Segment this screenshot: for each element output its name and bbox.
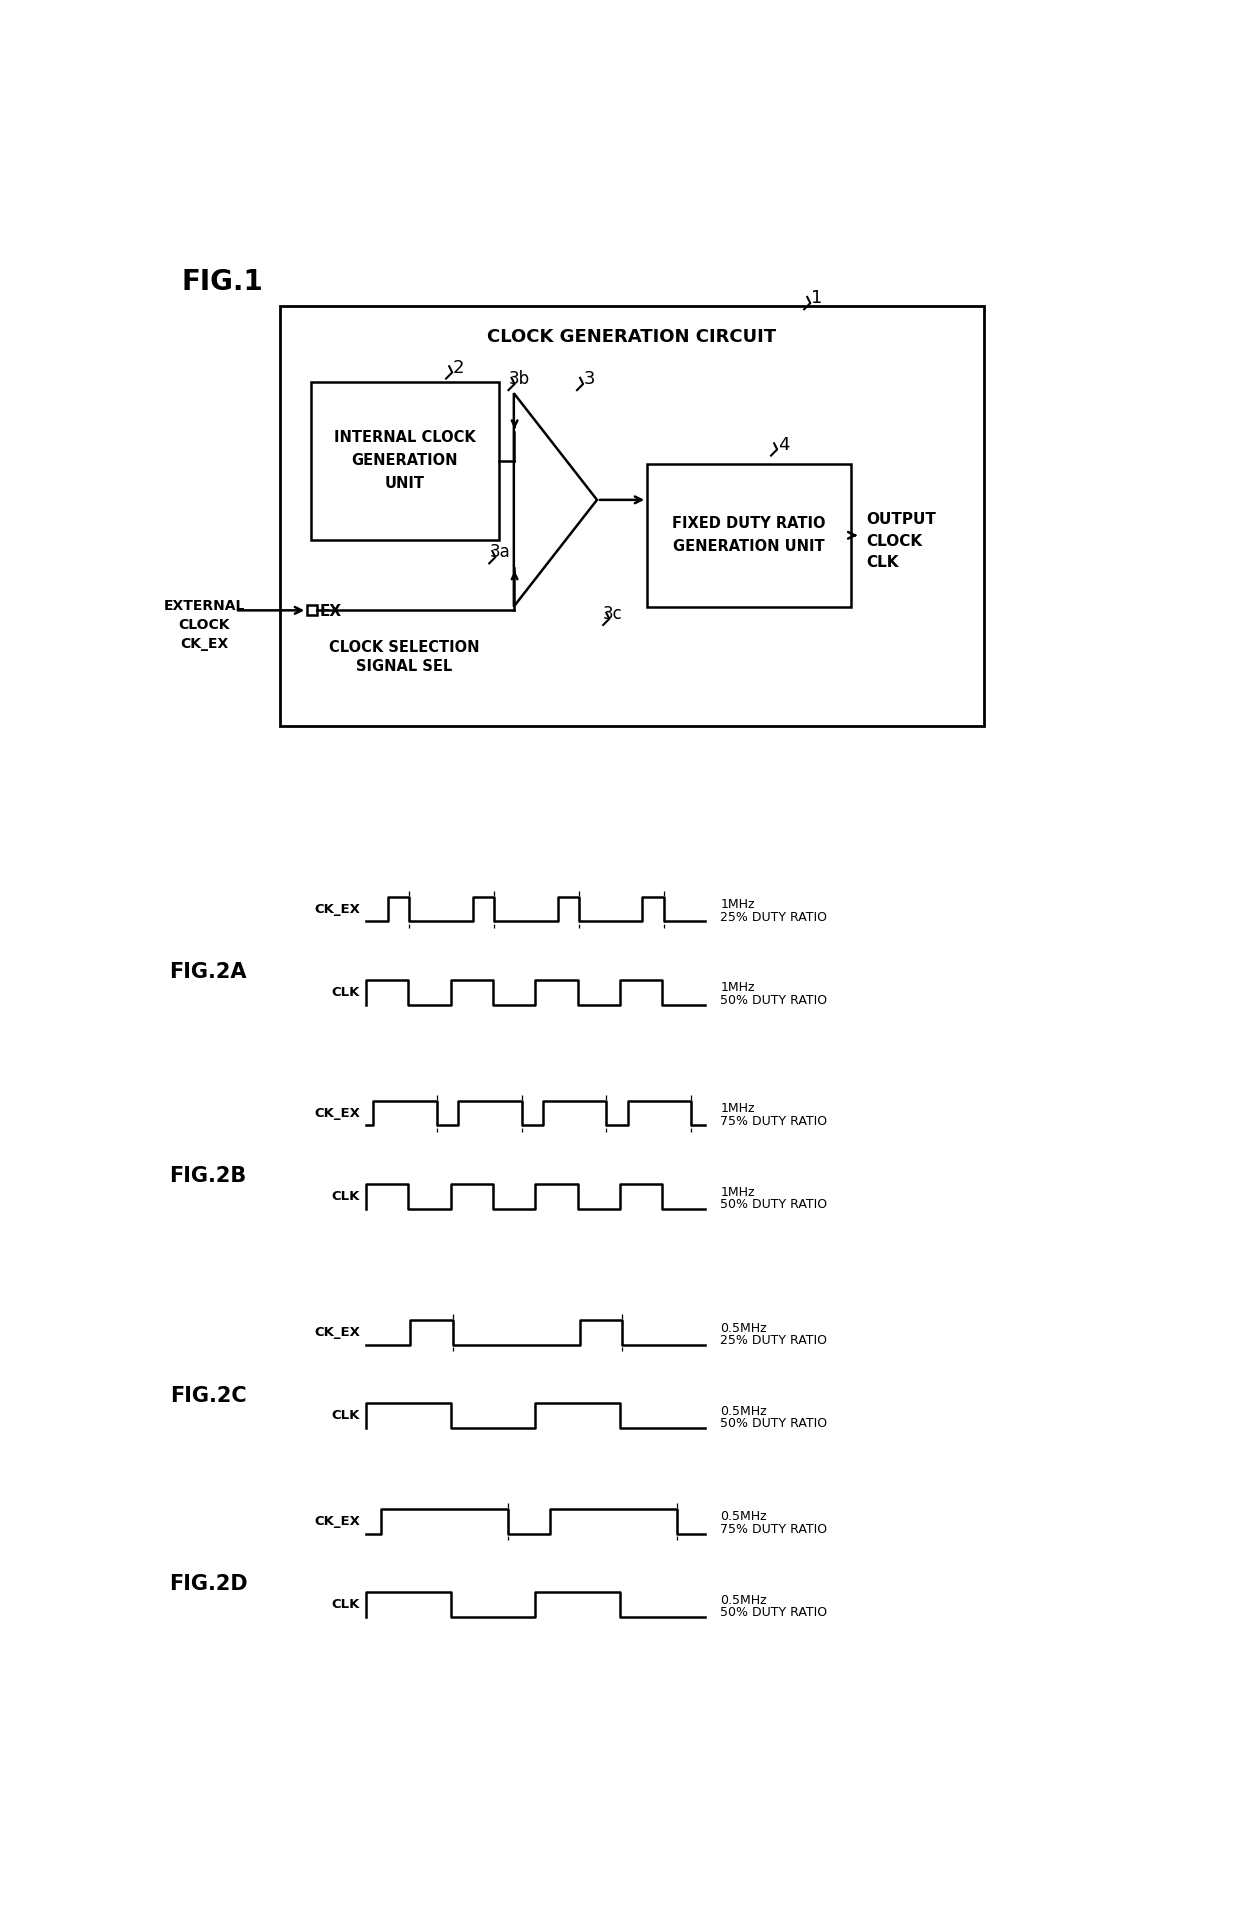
Text: FIG.1: FIG.1 bbox=[181, 267, 263, 296]
Text: 1MHz: 1MHz bbox=[720, 982, 755, 995]
Text: CLK: CLK bbox=[331, 986, 360, 999]
Text: CK_EX: CK_EX bbox=[314, 1106, 360, 1119]
Text: CLOCK: CLOCK bbox=[179, 619, 231, 632]
Text: CLK: CLK bbox=[331, 1190, 360, 1203]
Bar bbox=[280, 306, 983, 726]
Text: CLK: CLK bbox=[331, 1599, 360, 1610]
Text: 50% DUTY RATIO: 50% DUTY RATIO bbox=[720, 1198, 827, 1211]
Text: 2: 2 bbox=[453, 359, 465, 376]
Text: 1MHz: 1MHz bbox=[720, 1102, 755, 1115]
Text: 3c: 3c bbox=[603, 605, 622, 623]
Text: FIXED DUTY RATIO: FIXED DUTY RATIO bbox=[672, 516, 826, 531]
Text: FIG.2D: FIG.2D bbox=[169, 1574, 248, 1595]
Text: CK_EX: CK_EX bbox=[314, 1515, 360, 1528]
Text: CLOCK SELECTION: CLOCK SELECTION bbox=[330, 640, 480, 655]
Text: 1: 1 bbox=[811, 288, 822, 308]
Text: 3: 3 bbox=[584, 371, 595, 388]
Text: GENERATION UNIT: GENERATION UNIT bbox=[673, 539, 825, 554]
Text: CK_EX: CK_EX bbox=[314, 1326, 360, 1339]
Text: 0.5MHz: 0.5MHz bbox=[720, 1511, 766, 1524]
Text: FIG.2B: FIG.2B bbox=[170, 1167, 247, 1186]
Text: 25% DUTY RATIO: 25% DUTY RATIO bbox=[720, 911, 827, 924]
Text: 75% DUTY RATIO: 75% DUTY RATIO bbox=[720, 1522, 827, 1536]
Polygon shape bbox=[513, 393, 596, 607]
Text: CLOCK GENERATION CIRCUIT: CLOCK GENERATION CIRCUIT bbox=[487, 329, 776, 346]
Text: CLK: CLK bbox=[867, 556, 899, 571]
Text: CK_EX: CK_EX bbox=[314, 903, 360, 915]
Text: EXTERNAL: EXTERNAL bbox=[164, 600, 246, 613]
Text: GENERATION: GENERATION bbox=[352, 453, 458, 468]
Text: SIGNAL SEL: SIGNAL SEL bbox=[356, 659, 453, 674]
Bar bbox=[647, 464, 851, 607]
Text: 25% DUTY RATIO: 25% DUTY RATIO bbox=[720, 1335, 827, 1347]
Text: CK_EX: CK_EX bbox=[180, 638, 228, 651]
Text: 75% DUTY RATIO: 75% DUTY RATIO bbox=[720, 1115, 827, 1127]
Text: 3b: 3b bbox=[508, 371, 529, 388]
Bar bbox=[310, 382, 500, 539]
Text: UNIT: UNIT bbox=[384, 476, 425, 491]
Bar bbox=[308, 605, 317, 615]
Text: 50% DUTY RATIO: 50% DUTY RATIO bbox=[720, 1417, 827, 1431]
Text: CLK: CLK bbox=[331, 1410, 360, 1423]
Text: 50% DUTY RATIO: 50% DUTY RATIO bbox=[720, 1606, 827, 1620]
Text: OUTPUT: OUTPUT bbox=[867, 512, 936, 527]
Text: 3a: 3a bbox=[490, 542, 510, 562]
Text: INTERNAL CLOCK: INTERNAL CLOCK bbox=[334, 430, 476, 445]
Text: 1MHz: 1MHz bbox=[720, 1186, 755, 1199]
Text: FIG.2C: FIG.2C bbox=[170, 1387, 247, 1406]
Text: 0.5MHz: 0.5MHz bbox=[720, 1322, 766, 1335]
Text: FIG.2A: FIG.2A bbox=[170, 963, 247, 982]
Text: EX: EX bbox=[320, 604, 341, 619]
Text: 50% DUTY RATIO: 50% DUTY RATIO bbox=[720, 993, 827, 1007]
Text: CLOCK: CLOCK bbox=[867, 533, 923, 548]
Text: 4: 4 bbox=[777, 435, 790, 453]
Text: 0.5MHz: 0.5MHz bbox=[720, 1406, 766, 1417]
Text: 0.5MHz: 0.5MHz bbox=[720, 1593, 766, 1606]
Text: 1MHz: 1MHz bbox=[720, 898, 755, 911]
